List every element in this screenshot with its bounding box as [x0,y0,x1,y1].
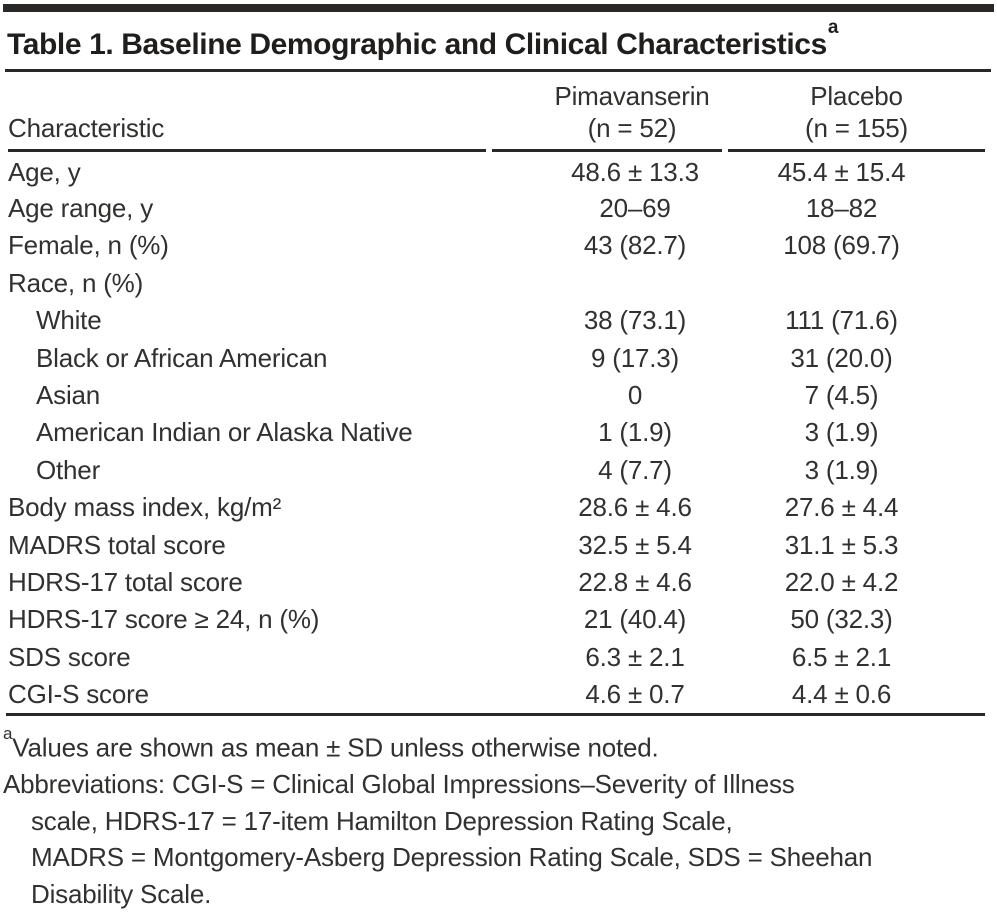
pimavanserin-value: 20–69 [599,193,671,224]
column-header-pimavanserin-n: (n = 52) [587,113,677,143]
baseline-characteristics-table: Characteristic Pimavanserin (n = 52) Pla… [2,72,991,713]
table-title-text: Table 1. Baseline Demographic and Clinic… [7,28,827,61]
placebo-value: 111 (71.6) [785,305,898,336]
table-row: Race, n (%) [8,264,985,301]
row-label: CGI-S score [8,679,149,710]
table-title-footnote-marker: a [827,17,839,38]
footnote-marker: a [3,723,13,743]
row-label: MADRS total score [8,529,226,560]
table-row: Other 4 (7.7) 3 (1.9) [8,451,985,488]
footnote-abbreviations-line: MADRS = Montgomery-Asberg Depression Rat… [31,842,873,873]
header-row: Characteristic Pimavanserin (n = 52) Pla… [8,72,985,152]
footnote-values: aValues are shown as mean ± SD unless ot… [3,724,987,766]
column-header-placebo: Placebo (n = 155) [728,72,985,152]
placebo-value: 18–82 [805,193,878,224]
footnote-values-text: Values are shown as mean ± SD unless oth… [12,732,659,763]
row-label: Body mass index, kg/m² [8,492,282,523]
row-label: Asian [36,380,101,411]
table-header: Characteristic Pimavanserin (n = 52) Pla… [8,72,985,152]
column-header-placebo-n: (n = 155) [805,113,908,143]
row-label: White [36,305,102,336]
row-label: American Indian or Alaska Native [36,417,413,448]
table-footnotes: aValues are shown as mean ± SD unless ot… [3,724,987,913]
row-label: Age, y [8,157,81,188]
pimavanserin-value: 1 (1.9) [598,417,672,448]
table-row: HDRS-17 score ≥ 24, n (%) 21 (40.4) 50 (… [8,601,985,638]
placebo-value: 31 (20.0) [790,342,893,373]
placebo-value [728,264,985,301]
placebo-value: 4.4 ± 0.6 [791,679,892,710]
column-header-pimavanserin: Pimavanserin (n = 52) [492,72,722,152]
pimavanserin-value: 4.6 ± 0.7 [585,679,685,710]
placebo-value: 27.6 ± 4.4 [784,492,899,523]
placebo-value: 22.0 ± 4.2 [784,566,899,597]
title-divider-rule [5,69,991,72]
pimavanserin-value: 21 (40.4) [583,604,687,635]
row-label: Other [36,454,101,485]
column-header-placebo-name: Placebo [810,81,903,111]
table-row: CGI-S score 4.6 ± 0.7 4.4 ± 0.6 [8,675,985,712]
row-label: Age range, y [8,193,154,224]
table-row: Asian 0 7 (4.5) [8,376,985,413]
pimavanserin-value: 0 [627,380,643,411]
pimavanserin-value: 43 (82.7) [583,230,687,261]
row-label: Female, n (%) [8,230,169,261]
placebo-value: 7 (4.5) [804,380,879,411]
table-row: Female, n (%) 43 (82.7) 108 (69.7) [8,227,985,264]
pimavanserin-value: 48.6 ± 13.3 [571,157,699,188]
pimavanserin-value: 6.3 ± 2.1 [585,641,685,672]
placebo-value: 6.5 ± 2.1 [791,641,892,672]
pimavanserin-value: 4 (7.7) [598,454,672,485]
row-label: Race, n (%) [8,267,144,298]
pimavanserin-value: 32.5 ± 5.4 [578,529,692,560]
table-row: American Indian or Alaska Native 1 (1.9)… [8,414,985,451]
table-row: Age, y 48.6 ± 13.3 45.4 ± 15.4 [8,152,985,189]
top-thick-rule [3,4,994,12]
placebo-value: 50 (32.3) [790,604,893,635]
pimavanserin-value: 9 (17.3) [590,342,679,373]
row-label: SDS score [8,641,131,672]
footnote-abbreviations-line: Disability Scale. [31,878,212,909]
placebo-value: 108 (69.7) [783,230,900,261]
table-row: Body mass index, kg/m² 28.6 ± 4.6 27.6 ±… [8,489,985,526]
column-header-pimavanserin-name: Pimavanserin [554,81,710,111]
table-row: SDS score 6.3 ± 2.1 6.5 ± 2.1 [8,638,985,675]
table-body: Age, y 48.6 ± 13.3 45.4 ± 15.4 Age range… [8,152,985,713]
footnote-abbreviations-line: Abbreviations: CGI-S = Clinical Global I… [3,769,795,800]
table-row: White 38 (73.1) 111 (71.6) [8,302,985,339]
placebo-value: 3 (1.9) [804,454,879,485]
table-title: Table 1. Baseline Demographic and Clinic… [7,17,991,62]
pimavanserin-value: 22.8 ± 4.6 [578,566,692,597]
table-row: HDRS-17 total score 22.8 ± 4.6 22.0 ± 4.… [8,563,985,600]
placebo-value: 31.1 ± 5.3 [784,529,899,560]
row-label: HDRS-17 score ≥ 24, n (%) [8,604,320,635]
footnote-abbreviations-line: scale, HDRS-17 = 17-item Hamilton Depres… [31,805,733,836]
row-label: HDRS-17 total score [8,566,243,597]
pimavanserin-value: 28.6 ± 4.6 [578,492,692,523]
pimavanserin-value [492,264,722,301]
placebo-value: 45.4 ± 15.4 [777,157,906,188]
table-row: Black or African American 9 (17.3) 31 (2… [8,339,985,376]
pimavanserin-value: 38 (73.1) [583,305,687,336]
table-row: Age range, y 20–69 18–82 [8,189,985,226]
placebo-value: 3 (1.9) [804,417,879,448]
body-footnote-divider-rule [6,712,985,716]
column-header-characteristic: Characteristic [8,72,486,152]
table-row: MADRS total score 32.5 ± 5.4 31.1 ± 5.3 [8,526,985,563]
row-label: Black or African American [36,342,328,373]
